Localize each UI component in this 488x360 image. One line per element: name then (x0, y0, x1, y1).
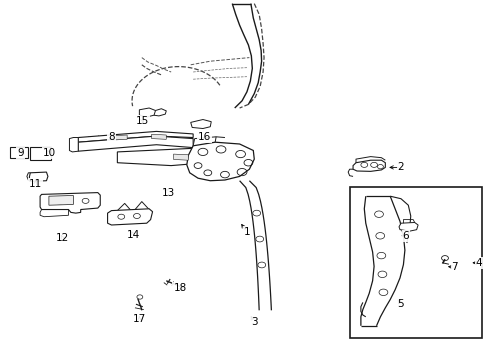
Polygon shape (352, 160, 385, 171)
Circle shape (12, 156, 15, 158)
Text: 15: 15 (136, 116, 149, 126)
Circle shape (41, 149, 43, 151)
Circle shape (12, 154, 15, 156)
Circle shape (37, 152, 39, 153)
Circle shape (45, 157, 48, 158)
Circle shape (12, 152, 15, 153)
Circle shape (24, 154, 26, 156)
Polygon shape (173, 154, 188, 160)
Circle shape (24, 152, 26, 153)
Polygon shape (190, 120, 211, 129)
Circle shape (33, 157, 35, 158)
Circle shape (20, 152, 22, 153)
Text: 8: 8 (108, 132, 115, 142)
Polygon shape (186, 142, 254, 181)
Text: 5: 5 (397, 299, 404, 309)
Circle shape (16, 156, 19, 158)
Circle shape (24, 156, 26, 158)
Circle shape (45, 152, 48, 153)
Text: 1: 1 (243, 227, 250, 237)
Polygon shape (78, 136, 193, 151)
Text: 3: 3 (250, 317, 257, 327)
Circle shape (41, 157, 43, 158)
Text: 11: 11 (28, 179, 42, 189)
Text: 12: 12 (56, 233, 69, 243)
Circle shape (45, 149, 48, 151)
Text: 16: 16 (197, 132, 211, 142)
Polygon shape (40, 193, 100, 213)
Circle shape (12, 148, 15, 150)
Circle shape (20, 148, 22, 150)
Circle shape (33, 152, 35, 153)
Circle shape (45, 154, 48, 156)
Circle shape (37, 157, 39, 158)
Polygon shape (112, 135, 127, 140)
Circle shape (33, 154, 35, 156)
Text: 18: 18 (173, 283, 186, 293)
Text: 9: 9 (17, 148, 24, 158)
Text: 13: 13 (162, 188, 175, 198)
Polygon shape (69, 138, 78, 152)
Polygon shape (78, 131, 193, 142)
Polygon shape (107, 209, 152, 225)
Circle shape (37, 149, 39, 151)
Polygon shape (117, 148, 195, 166)
Polygon shape (139, 108, 155, 117)
Circle shape (20, 154, 22, 156)
Polygon shape (29, 172, 48, 181)
Circle shape (16, 148, 19, 150)
Circle shape (24, 148, 26, 150)
Text: 10: 10 (42, 148, 55, 158)
Polygon shape (398, 222, 417, 231)
Polygon shape (10, 147, 28, 158)
Text: 17: 17 (132, 314, 146, 324)
Text: 14: 14 (126, 230, 140, 240)
Text: 7: 7 (450, 262, 457, 272)
Circle shape (33, 149, 35, 151)
Text: 4: 4 (475, 258, 482, 268)
Circle shape (16, 154, 19, 156)
Circle shape (20, 156, 22, 158)
Circle shape (41, 154, 43, 156)
Circle shape (37, 154, 39, 156)
Bar (349, 187, 481, 338)
Polygon shape (49, 195, 73, 205)
Circle shape (16, 152, 19, 153)
Polygon shape (151, 134, 166, 139)
Text: 2: 2 (397, 162, 404, 172)
Polygon shape (30, 147, 51, 160)
Circle shape (41, 152, 43, 153)
Text: 6: 6 (402, 231, 408, 241)
